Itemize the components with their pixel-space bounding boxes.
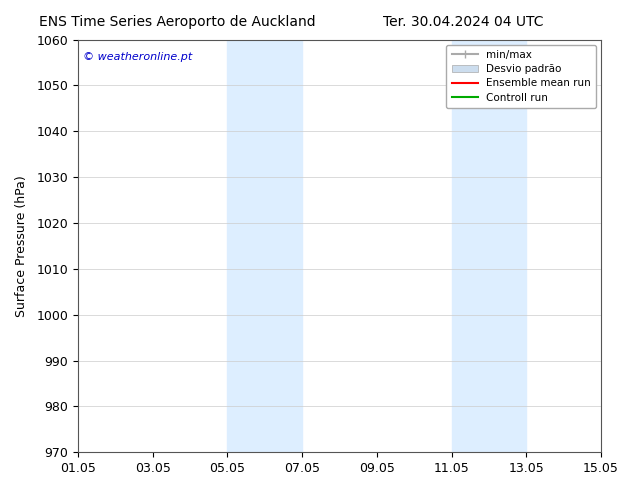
Bar [451, 40, 526, 452]
Bar [228, 40, 302, 452]
Y-axis label: Surface Pressure (hPa): Surface Pressure (hPa) [15, 175, 28, 317]
Text: ENS Time Series Aeroporto de Auckland: ENS Time Series Aeroporto de Auckland [39, 15, 316, 29]
Text: © weatheronline.pt: © weatheronline.pt [83, 52, 192, 62]
Legend: min/max, Desvio padrão, Ensemble mean run, Controll run: min/max, Desvio padrão, Ensemble mean ru… [446, 45, 596, 108]
Text: Ter. 30.04.2024 04 UTC: Ter. 30.04.2024 04 UTC [382, 15, 543, 29]
